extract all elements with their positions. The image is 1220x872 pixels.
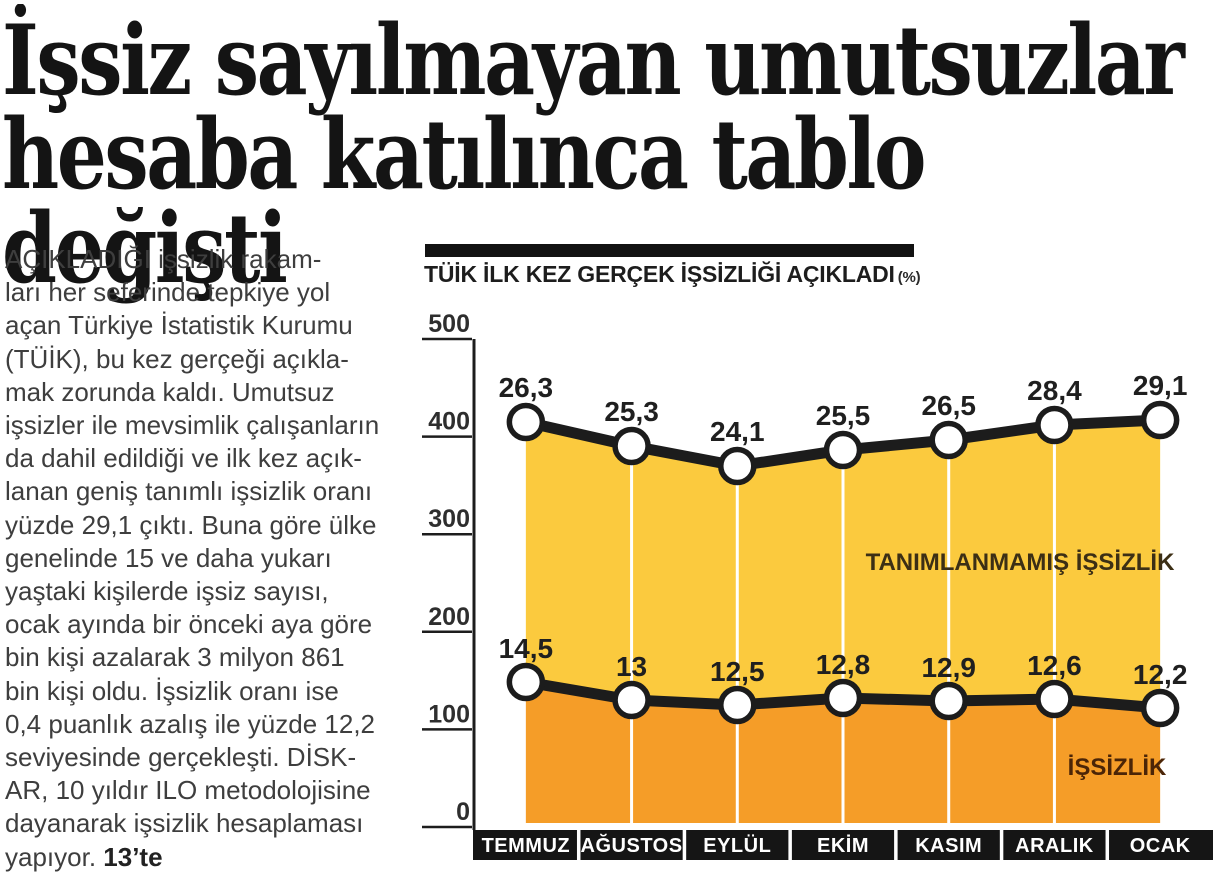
data-point-marker <box>718 446 757 486</box>
article-page-ref: 13’te <box>103 841 163 872</box>
chart-title-unit: (%) <box>897 269 921 286</box>
data-label: 24,1 <box>710 416 765 447</box>
y-axis-tick-label: 100 <box>428 700 470 728</box>
data-label: 12,5 <box>710 656 765 687</box>
data-point-marker <box>612 680 651 720</box>
chart-title-rule <box>425 244 914 257</box>
data-point-marker <box>1035 679 1074 719</box>
y-axis-tick-label: 500 <box>428 310 470 338</box>
article-body: AÇIKLADIĞI işsizlik rakam- ları her sefe… <box>5 243 429 872</box>
data-point-marker <box>929 420 968 460</box>
month-label: KASIM <box>915 835 982 857</box>
data-label: 28,4 <box>1027 375 1082 406</box>
headline: İşsiz sayılmayan umutsuzlar hesaba katıl… <box>2 4 1185 305</box>
legend-lower-label: İŞSİZLİK <box>1068 754 1167 781</box>
month-label: EKİM <box>817 834 869 857</box>
y-axis-tick-label: 400 <box>428 408 470 436</box>
chart-title-text: TÜİK İLK KEZ GERÇEK İŞSİZLİĞİ AÇIKLADI <box>424 261 895 287</box>
data-label: 26,3 <box>499 372 554 403</box>
month-label: EYLÜL <box>703 834 771 857</box>
data-label: 25,5 <box>816 400 871 431</box>
data-point-marker <box>612 426 651 466</box>
data-point-marker <box>506 402 546 442</box>
data-point-marker <box>1140 688 1180 728</box>
month-label: TEMMUZ <box>482 835 571 857</box>
data-label: 13 <box>616 651 647 682</box>
data-point-marker <box>1140 400 1180 440</box>
data-label: 25,3 <box>604 396 659 427</box>
data-point-marker <box>823 430 863 470</box>
data-label: 12,9 <box>921 652 976 683</box>
y-axis-tick-label: 300 <box>428 505 470 533</box>
y-axis-tick-label: 0 <box>456 798 470 826</box>
unemployment-area-chart: 500 400 300 200 100 0 26,3 25,3 24,1 25,5 26,5 28,4… <box>422 310 1213 860</box>
month-label: ARALIK <box>1015 835 1094 857</box>
data-point-marker <box>718 685 757 725</box>
data-label: 12,6 <box>1027 650 1082 681</box>
legend-upper-label: TANIMLANMAMIŞ İŞSİZLİK <box>866 549 1176 576</box>
data-point-marker <box>506 662 546 702</box>
data-label: 29,1 <box>1133 370 1188 401</box>
month-label: AĞUSTOS <box>581 833 683 857</box>
article-text: AÇIKLADIĞI işsizlik rakam- ları her sefe… <box>5 244 380 872</box>
month-label: OCAK <box>1130 835 1191 857</box>
data-point-marker <box>929 681 968 721</box>
data-label: 12,2 <box>1133 659 1188 690</box>
data-point-marker <box>823 678 863 718</box>
x-axis-bar <box>473 830 1213 860</box>
data-label: 12,8 <box>816 649 871 680</box>
data-label: 14,5 <box>499 633 554 664</box>
y-axis-tick-label: 200 <box>428 603 470 631</box>
data-point-marker <box>1035 405 1074 445</box>
chart-title: TÜİK İLK KEZ GERÇEK İŞSİZLİĞİ AÇIKLADI (%… <box>424 261 921 288</box>
data-label: 26,5 <box>921 390 976 421</box>
